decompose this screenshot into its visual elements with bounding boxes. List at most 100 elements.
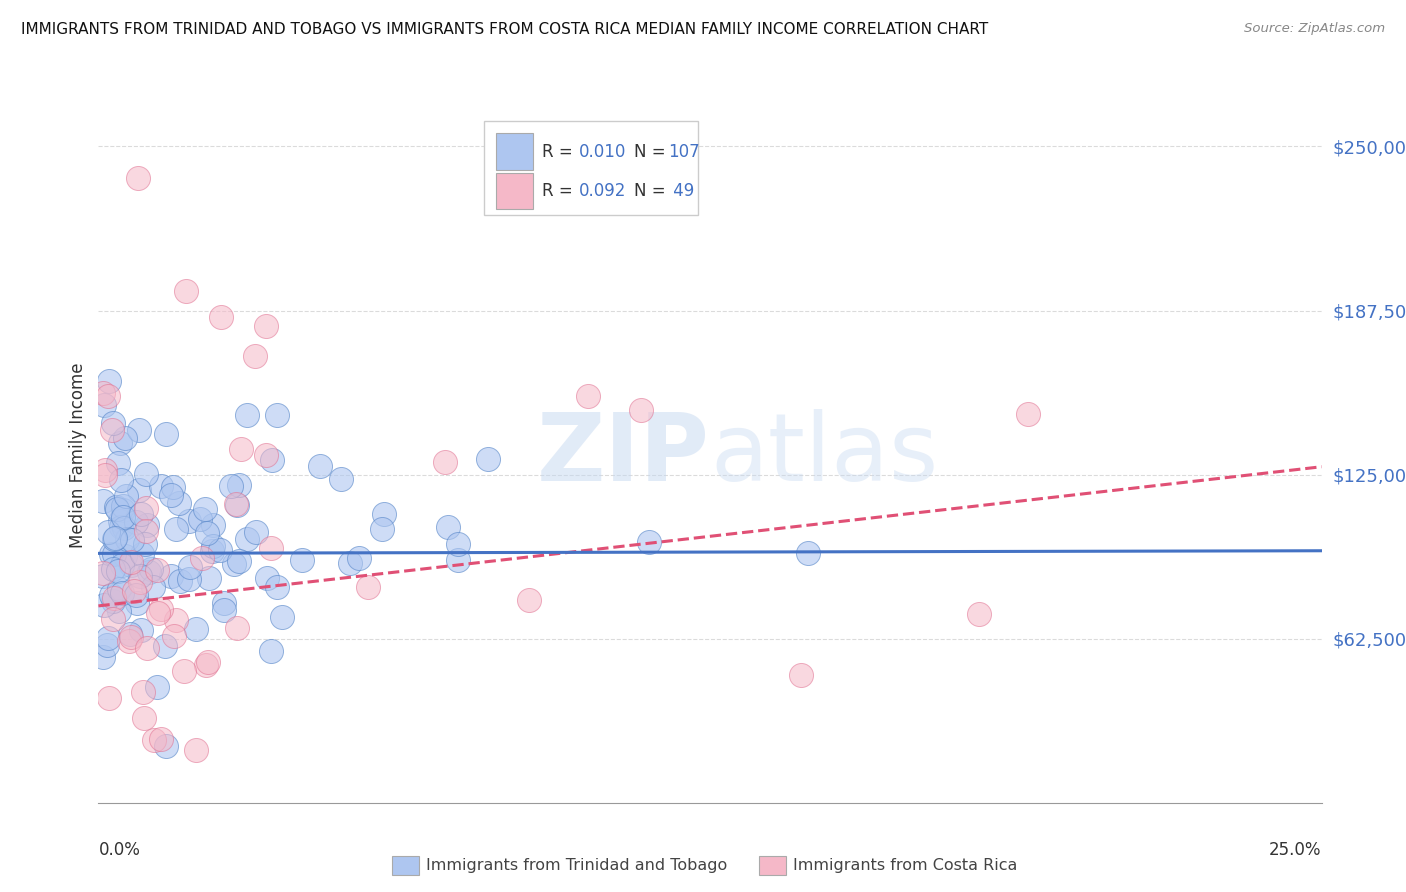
Point: [163, 629, 186, 643]
Point: [169, 574, 191, 589]
Point: [97, 690, 120, 705]
Point: [118, 634, 141, 648]
Point: [115, 532, 138, 546]
Point: [231, 442, 253, 456]
Text: 0.092: 0.092: [579, 182, 627, 200]
Point: [201, 543, 224, 558]
Point: [184, 622, 207, 636]
Point: [166, 522, 188, 536]
Point: [98, 374, 121, 388]
Text: Source: ZipAtlas.com: Source: ZipAtlas.com: [1244, 22, 1385, 36]
Point: [208, 543, 231, 558]
Point: [104, 500, 127, 515]
Point: [125, 588, 148, 602]
Point: [146, 606, 169, 620]
Point: [129, 569, 152, 583]
Point: [142, 580, 165, 594]
Point: [111, 585, 134, 599]
Point: [271, 609, 294, 624]
Point: [437, 520, 460, 534]
Point: [173, 664, 195, 678]
Point: [260, 644, 283, 658]
Point: [155, 739, 177, 753]
Point: [111, 558, 134, 572]
Point: [167, 496, 190, 510]
Point: [93, 398, 115, 412]
Point: [114, 431, 136, 445]
Point: [149, 478, 172, 492]
FancyBboxPatch shape: [484, 121, 697, 215]
Point: [125, 515, 148, 529]
Point: [447, 537, 470, 551]
Text: 49: 49: [668, 182, 695, 200]
Point: [121, 533, 143, 548]
Point: [201, 518, 224, 533]
Text: 25.0%: 25.0%: [1270, 841, 1322, 859]
Point: [101, 612, 124, 626]
FancyBboxPatch shape: [496, 173, 533, 210]
Point: [790, 668, 813, 682]
Point: [256, 571, 278, 585]
Point: [146, 680, 169, 694]
Point: [129, 508, 152, 522]
Point: [155, 427, 177, 442]
Point: [162, 480, 184, 494]
FancyBboxPatch shape: [759, 855, 786, 875]
Point: [127, 170, 149, 185]
Point: [132, 685, 155, 699]
Point: [120, 630, 142, 644]
Point: [212, 596, 235, 610]
Point: [101, 423, 124, 437]
Point: [135, 524, 157, 538]
Text: 107: 107: [668, 143, 700, 161]
Point: [176, 284, 198, 298]
Point: [103, 562, 125, 576]
Point: [245, 524, 267, 539]
Point: [221, 478, 243, 492]
Y-axis label: Median Family Income: Median Family Income: [69, 362, 87, 548]
Point: [103, 533, 125, 547]
Text: 0.010: 0.010: [579, 143, 627, 161]
Point: [129, 623, 152, 637]
Point: [202, 539, 225, 553]
Point: [138, 565, 160, 579]
Point: [194, 501, 217, 516]
Point: [107, 604, 129, 618]
Point: [177, 515, 200, 529]
Point: [118, 627, 141, 641]
Point: [128, 423, 150, 437]
Point: [797, 546, 820, 560]
Point: [153, 639, 176, 653]
Point: [191, 551, 214, 566]
Point: [195, 658, 218, 673]
Point: [143, 733, 166, 747]
Text: 0.0%: 0.0%: [98, 841, 141, 859]
Point: [225, 498, 247, 512]
Point: [107, 456, 129, 470]
Point: [197, 655, 219, 669]
Point: [110, 474, 132, 488]
Point: [128, 483, 150, 497]
Point: [260, 541, 283, 556]
Point: [209, 310, 232, 324]
Point: [91, 386, 114, 401]
Point: [91, 650, 114, 665]
Point: [517, 593, 540, 607]
Point: [347, 551, 370, 566]
Point: [112, 521, 135, 535]
Point: [108, 514, 131, 528]
Point: [254, 448, 277, 462]
Point: [373, 507, 395, 521]
Point: [638, 535, 661, 549]
Point: [120, 555, 142, 569]
Point: [195, 526, 218, 541]
Text: IMMIGRANTS FROM TRINIDAD AND TOBAGO VS IMMIGRANTS FROM COSTA RICA MEDIAN FAMILY : IMMIGRANTS FROM TRINIDAD AND TOBAGO VS I…: [21, 22, 988, 37]
Point: [243, 350, 266, 364]
Point: [139, 562, 162, 576]
Point: [159, 488, 181, 502]
Point: [254, 319, 277, 334]
Point: [91, 566, 114, 580]
Text: Immigrants from Trinidad and Tobago: Immigrants from Trinidad and Tobago: [426, 858, 727, 873]
Point: [179, 560, 201, 574]
Point: [108, 582, 131, 596]
